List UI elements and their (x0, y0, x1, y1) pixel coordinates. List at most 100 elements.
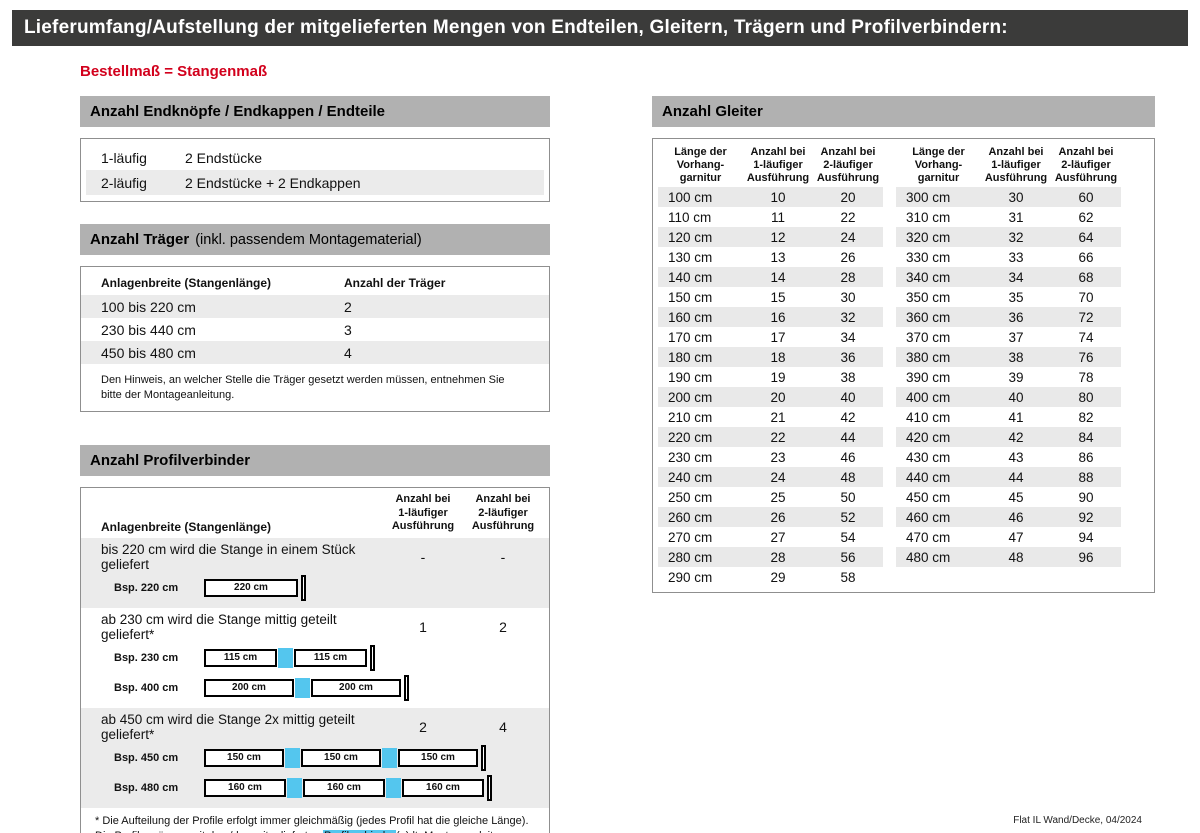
rod-diagram: 150 cm 150 cm 150 cm (204, 744, 486, 771)
gleiter-col-2l: Anzahl bei 2-läufiger Ausführung (1054, 145, 1118, 185)
gleiter-length: 380 cm (906, 349, 951, 365)
gleiter-row: 440 cm 44 88 (896, 467, 1121, 487)
rod-diagram: 200 cm 200 cm (204, 674, 409, 701)
gleiter-row: 120 cm 12 24 (658, 227, 883, 247)
gleiter-row: 170 cm 17 34 (658, 327, 883, 347)
endteile-row: 2-läufig 2 Endstücke + 2 Endkappen (86, 170, 544, 195)
section-header-gleiter: Anzahl Gleiter (652, 96, 1155, 127)
profil-col-width: Anlagenbreite (Stangenlänge) (101, 519, 272, 534)
profile-example: Bsp. 480 cm 160 cm 160 cm 160 cm (81, 774, 549, 802)
gleiter-count-2l: 58 (840, 569, 856, 585)
endteile-row-label: 2-läufig (101, 174, 147, 191)
section-header-profilverbinder: Anzahl Profilverbinder (80, 445, 550, 477)
profile-example: Bsp. 230 cm 115 cm 115 cm (81, 644, 549, 672)
gleiter-length: 410 cm (906, 409, 951, 425)
gleiter-count-2l: 56 (840, 549, 856, 565)
endteile-row: 1-läufig 2 Endstücke (86, 145, 544, 170)
gleiter-count-1l: 31 (1008, 209, 1024, 225)
gleiter-count-2l: 84 (1078, 429, 1094, 445)
gleiter-row: 400 cm 40 80 (896, 387, 1121, 407)
gleiter-count-2l: 42 (840, 409, 856, 425)
gleiter-count-1l: 39 (1008, 369, 1024, 385)
gleiter-count-2l: 46 (840, 449, 856, 465)
gleiter-count-1l: 21 (770, 409, 786, 425)
profil-header-row: Anlagenbreite (Stangenlänge) Anzahl bei … (81, 488, 549, 537)
rod-diagram: 160 cm 160 cm 160 cm (204, 774, 492, 801)
gleiter-count-1l: 14 (770, 269, 786, 285)
profil-section-head: bis 220 cm wird die Stange in einem Stüc… (81, 542, 549, 572)
profile-example: Bsp. 450 cm 150 cm 150 cm 150 cm (81, 744, 549, 772)
gleiter-length: 440 cm (906, 469, 951, 485)
gleiter-count-1l: 18 (770, 349, 786, 365)
profil-section-ab-450: ab 450 cm wird die Stange 2x mittig gete… (81, 707, 549, 808)
section-title-gleiter: Anzahl Gleiter (662, 103, 763, 120)
gleiter-count-2l: 50 (840, 489, 856, 505)
gleiter-count-1l: 27 (770, 529, 786, 545)
gleiter-length: 470 cm (906, 529, 951, 545)
profil-rule-text: ab 450 cm wird die Stange 2x mittig gete… (101, 711, 355, 742)
gleiter-row: 230 cm 23 46 (658, 447, 883, 467)
gleiter-row: 430 cm 43 86 (896, 447, 1121, 467)
endteile-rows: 1-läufig 2 Endstücke 2-läufig 2 Endstück… (86, 145, 544, 195)
profilverbinder-connector-icon (285, 747, 300, 768)
gleiter-row: 370 cm 37 74 (896, 327, 1121, 347)
profil-footnote: * Die Aufteilung der Profile erfolgt imm… (81, 808, 549, 833)
gleiter-count-1l: 28 (770, 549, 786, 565)
endteile-row-value: 2 Endstücke (185, 149, 263, 166)
traeger-row: 450 bis 480 cm 4 (81, 341, 549, 364)
profil-section-head: ab 450 cm wird die Stange 2x mittig gete… (81, 712, 549, 742)
gleiter-length: 180 cm (668, 349, 713, 365)
gleiter-length: 140 cm (668, 269, 713, 285)
gleiter-count-2l: 74 (1078, 329, 1094, 345)
gleiter-length: 130 cm (668, 249, 713, 265)
gleiter-count-2l: 24 (840, 229, 856, 245)
profile-example: Bsp. 220 cm 220 cm (81, 574, 549, 602)
rod-segment: 115 cm (204, 648, 277, 667)
gleiter-col-2l: Anzahl bei 2-läufiger Ausführung (816, 145, 880, 185)
gleiter-length: 120 cm (668, 229, 713, 245)
gleiter-count-2l: 86 (1078, 449, 1094, 465)
gleiter-count-1l: 12 (770, 229, 786, 245)
gleiter-row: 300 cm 30 60 (896, 187, 1121, 207)
gleiter-length: 150 cm (668, 289, 713, 305)
gleiter-count-2l: 20 (840, 189, 856, 205)
rod-diagram: 115 cm 115 cm (204, 644, 375, 671)
gleiter-col-1l: Anzahl bei 1-läufiger Ausführung (984, 145, 1048, 185)
gleiter-length: 190 cm (668, 369, 713, 385)
gleiter-rows-right: 300 cm 30 60 310 cm 31 62 320 cm (896, 187, 1121, 567)
profil-col-2l: Anzahl bei 2-läufiger Ausführung (471, 493, 535, 533)
gleiter-count-2l: 80 (1078, 389, 1094, 405)
gleiter-count-2l: 36 (840, 349, 856, 365)
traeger-note: Den Hinweis, an welcher Stelle die Träge… (101, 374, 505, 402)
gleiter-count-2l: 48 (840, 469, 856, 485)
gleiter-row: 480 cm 48 96 (896, 547, 1121, 567)
gleiter-row: 420 cm 42 84 (896, 427, 1121, 447)
gleiter-count-2l: 62 (1078, 209, 1094, 225)
gleiter-count-2l: 40 (840, 389, 856, 405)
gleiter-count-2l: 26 (840, 249, 856, 265)
gleiter-length: 310 cm (906, 209, 951, 225)
gleiter-count-1l: 47 (1008, 529, 1024, 545)
gleiter-length: 200 cm (668, 389, 713, 405)
gleiter-subtable-left: Länge der Vorhang- garnitur Anzahl bei 1… (658, 144, 883, 587)
gleiter-count-1l: 42 (1008, 429, 1024, 445)
gleiter-length: 400 cm (906, 389, 951, 405)
rod-segment: 115 cm (294, 648, 367, 667)
gleiter-count-2l: 28 (840, 269, 856, 285)
profilverbinder-connector-icon (382, 747, 397, 768)
gleiter-count-2l: 90 (1078, 489, 1094, 505)
traeger-rows: 100 bis 220 cm 2 230 bis 440 cm 3 450 bi… (81, 295, 549, 364)
gleiter-count-1l: 25 (770, 489, 786, 505)
gleiter-row: 310 cm 31 62 (896, 207, 1121, 227)
gleiter-table: Länge der Vorhang- garnitur Anzahl bei 1… (652, 138, 1155, 593)
profil-rule-text: bis 220 cm wird die Stange in einem Stüc… (101, 541, 356, 572)
gleiter-row: 130 cm 13 26 (658, 247, 883, 267)
section-header-endteile: Anzahl Endknöpfe / Endkappen / Endteile (80, 96, 550, 127)
gleiter-length: 390 cm (906, 369, 951, 385)
gleiter-length: 110 cm (668, 209, 712, 225)
end-piece-icon (301, 574, 306, 601)
gleiter-row: 210 cm 21 42 (658, 407, 883, 427)
gleiter-row: 250 cm 25 50 (658, 487, 883, 507)
gleiter-count-2l: 72 (1078, 309, 1094, 325)
endteile-row-value: 2 Endstücke + 2 Endkappen (185, 174, 361, 191)
